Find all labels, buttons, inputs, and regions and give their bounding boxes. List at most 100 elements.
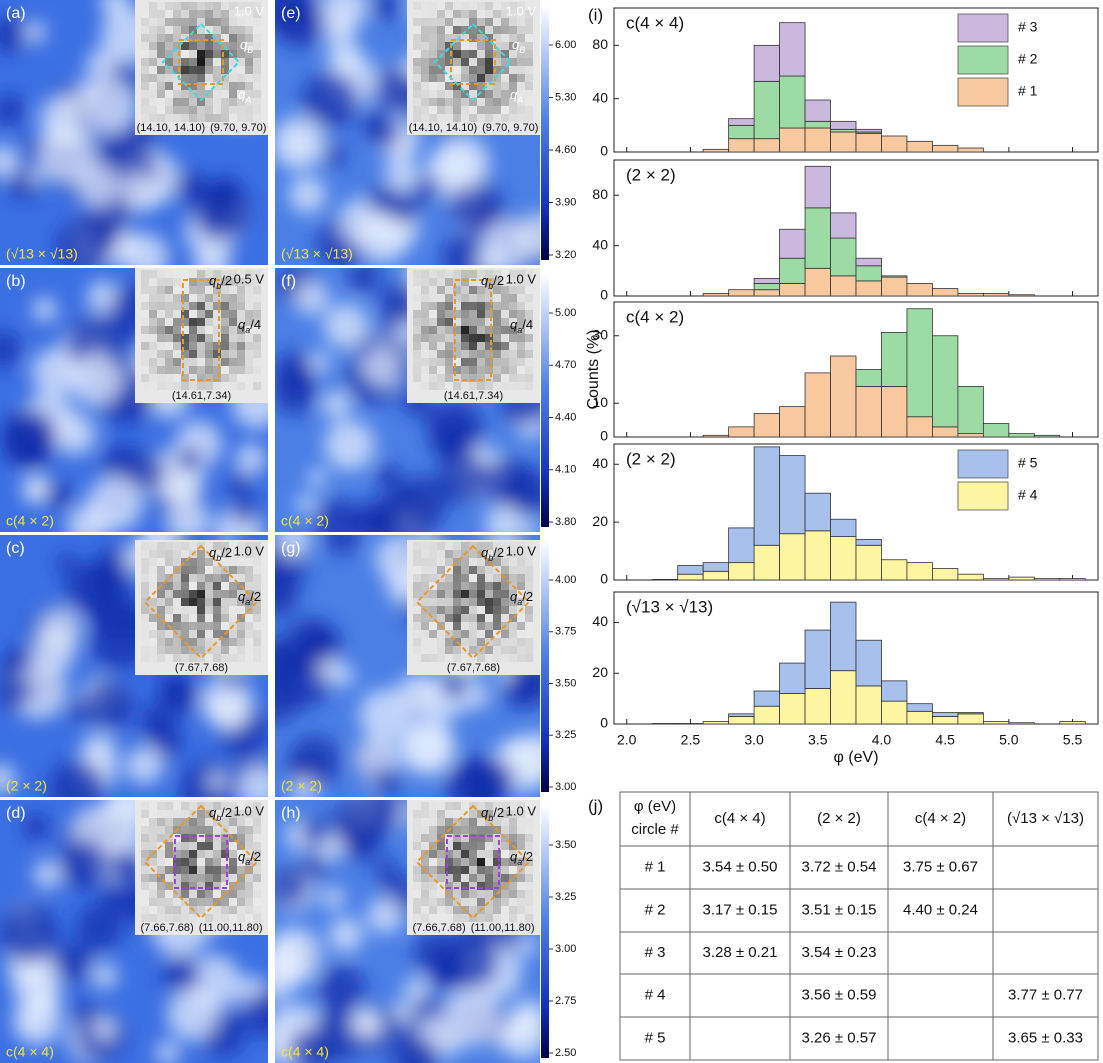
- fft-pixel: [253, 598, 261, 606]
- fft-pixel: [189, 598, 197, 606]
- coord: (14.61,7.34): [172, 390, 231, 402]
- fft-pixel: [421, 326, 429, 334]
- fft-pixel: [525, 866, 533, 874]
- fft-pixel: [421, 302, 429, 310]
- fft-pixel: [197, 286, 205, 294]
- fft-pixel: [493, 802, 501, 810]
- q-label: qB: [512, 37, 525, 55]
- fft-pixel: [213, 842, 221, 850]
- fft-pixel: [429, 598, 437, 606]
- bar: [855, 128, 882, 133]
- fft-pixel: [237, 802, 245, 810]
- fft-pixel: [213, 866, 221, 874]
- fft-pixel: [413, 358, 421, 366]
- fft-pixel: [189, 558, 197, 566]
- fft-pixel: [173, 358, 181, 366]
- bar: [804, 267, 831, 297]
- fft-pixel: [485, 654, 493, 662]
- colorbar-label: 3.25: [555, 891, 576, 903]
- fft-pixel: [245, 334, 253, 342]
- bar: [702, 721, 730, 725]
- fft-pixel: [165, 590, 173, 598]
- fft-pixel: [437, 26, 445, 34]
- fft-pixel: [245, 90, 253, 98]
- fft-pixel: [205, 358, 213, 366]
- blob: [87, 476, 143, 532]
- fft-pixel: [421, 802, 429, 810]
- fft-pixel: [421, 278, 429, 286]
- fft-pixel: [253, 622, 261, 630]
- fft-pixel: [501, 574, 509, 582]
- fft-pixel: [165, 98, 173, 106]
- legend-label: # 3: [1018, 19, 1038, 35]
- q-symbol: q: [481, 545, 489, 560]
- fft-pixel: [413, 542, 421, 550]
- blob: [93, 220, 122, 249]
- fft-pixel: [517, 882, 525, 890]
- fft-pixel: [237, 550, 245, 558]
- fft-pixel: [509, 882, 517, 890]
- fft-pixel: [501, 874, 509, 882]
- fft-pixel: [173, 558, 181, 566]
- fft-pixel: [429, 550, 437, 558]
- fft-pixel: [141, 310, 149, 318]
- fft-pixel: [469, 10, 477, 18]
- fft-pixel: [421, 574, 429, 582]
- fft-pixel: [189, 334, 197, 342]
- fft-pixel: [205, 318, 213, 326]
- fft-pixel: [437, 106, 445, 114]
- fft-pixel: [149, 890, 157, 898]
- fft-pixel: [445, 614, 453, 622]
- fft-pixel: [413, 826, 421, 834]
- fft-pixel: [461, 858, 469, 866]
- fft-pixel: [213, 646, 221, 654]
- fft-pixel: [245, 638, 253, 646]
- blob: [322, 390, 351, 419]
- fft-pixel: [517, 890, 525, 898]
- fft-pixel: [173, 26, 181, 34]
- fft-pixel: [469, 106, 477, 114]
- fft-pixel: [485, 598, 493, 606]
- fft-pixel: [429, 802, 437, 810]
- fft-pixel: [149, 366, 157, 374]
- fft-pixel: [165, 834, 173, 842]
- fft-pixel: [477, 826, 485, 834]
- fft-pixel: [453, 858, 461, 866]
- fft-pixel: [253, 914, 261, 922]
- fft-pixel: [157, 294, 165, 302]
- blob: [317, 656, 341, 681]
- fft-pixel: [509, 2, 517, 10]
- fft-pixel: [461, 342, 469, 350]
- fft-pixel: [461, 106, 469, 114]
- fft-pixel: [429, 366, 437, 374]
- x-tick-label: 4.5: [935, 732, 955, 748]
- bar: [753, 283, 780, 291]
- blob: [275, 867, 309, 907]
- y-tick-label: 40: [592, 613, 608, 629]
- bar: [1008, 576, 1035, 581]
- fft-outline: [161, 22, 241, 102]
- fft-pixel: [501, 638, 509, 646]
- bar: [906, 710, 933, 725]
- fft-pixel: [221, 326, 229, 334]
- fft-pixel: [517, 326, 525, 334]
- fft-pixel: [437, 826, 445, 834]
- fft-pixel: [165, 34, 173, 42]
- fft-pixel: [197, 638, 205, 646]
- fft-pixel: [429, 358, 437, 366]
- fft-pixel: [469, 18, 477, 26]
- fft-pixel: [173, 850, 181, 858]
- fft-pixel: [525, 2, 533, 10]
- fft-pixel: [229, 278, 237, 286]
- fft-pixel: [453, 874, 461, 882]
- fft-pixel: [437, 630, 445, 638]
- fft-pixel: [213, 34, 221, 42]
- blob: [22, 813, 50, 841]
- fft-pixel: [237, 342, 245, 350]
- fft-pixel: [445, 598, 453, 606]
- fft-pixel: [469, 874, 477, 882]
- fft-pixel: [229, 802, 237, 810]
- fft-pixel: [493, 590, 501, 598]
- x-tick-label: 4.0: [872, 732, 892, 748]
- bar: [855, 639, 882, 687]
